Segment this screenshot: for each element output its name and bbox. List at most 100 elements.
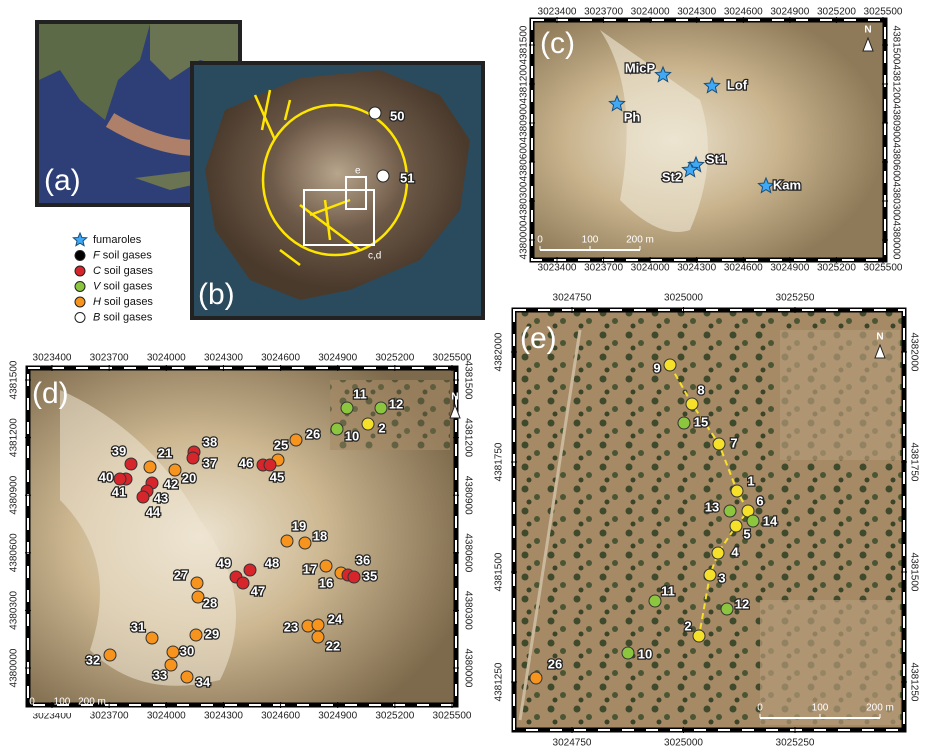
panel-label: (a) — [44, 164, 81, 197]
y-tick-label: 4380300 — [519, 181, 530, 220]
x-tick-label: 3024000 — [147, 353, 186, 364]
legend-text: soil gases — [104, 296, 153, 308]
point-label: MicP — [625, 60, 656, 75]
legend-symbol — [75, 266, 85, 276]
sample-point — [187, 452, 199, 464]
x-tick-label: 3024900 — [318, 353, 357, 364]
point-label: 6 — [756, 493, 763, 508]
x-tick-label: 3024900 — [770, 7, 809, 18]
scale-label: 200 m — [626, 235, 654, 246]
point-label: 14 — [763, 513, 778, 528]
y-tick-label: 4381200 — [519, 64, 530, 103]
legend-text: fumaroles — [93, 234, 142, 246]
sample-point — [237, 577, 249, 589]
y-tick-label: 4380900 — [890, 104, 901, 143]
point-label: 29 — [205, 626, 219, 641]
point-label: 20 — [182, 470, 196, 485]
y-tick-label: 4381500 — [519, 25, 530, 64]
sample-point — [724, 505, 736, 517]
scale-label: 200 m — [78, 697, 106, 708]
point-label: 18 — [313, 528, 327, 543]
y-tick-label: 4380300 — [462, 591, 473, 630]
point-label: 5 — [743, 526, 750, 541]
legend-symbol — [75, 297, 85, 307]
sample-point — [686, 398, 698, 410]
scale-label: 100 — [812, 703, 829, 714]
point-label: 44 — [146, 504, 161, 519]
point-label: 12 — [735, 596, 749, 611]
point-label: 32 — [86, 652, 100, 667]
legend-letter: C — [93, 265, 101, 277]
y-tick-label: 4381200 — [9, 418, 20, 457]
x-tick-label: 3025250 — [776, 738, 815, 749]
legend-label: fumaroles — [93, 234, 142, 246]
north-label: N — [864, 25, 871, 36]
point-label: 43 — [154, 490, 168, 505]
y-tick-label: 4380000 — [462, 649, 473, 688]
figure: (a) fumarolesF soil gasesC soil gasesV s… — [0, 0, 925, 754]
legend-text: soil gases — [103, 311, 152, 323]
y-tick-label: 4381500 — [908, 553, 919, 592]
sample-point — [281, 535, 293, 547]
x-tick-label: 3023700 — [584, 7, 623, 18]
point-label: 11 — [661, 583, 675, 598]
point-label: 21 — [158, 445, 172, 460]
box-label: c,d — [368, 251, 381, 262]
x-tick-label: 3025200 — [817, 263, 856, 274]
panel-label: (e) — [520, 322, 557, 355]
x-tick-label: 3024300 — [677, 7, 716, 18]
legend-label: F soil gases — [93, 249, 152, 261]
y-tick-label: 4381200 — [890, 65, 901, 104]
x-tick-label: 3024600 — [261, 711, 300, 722]
scale-label: 200 m — [866, 703, 894, 714]
x-tick-label: 3024600 — [261, 353, 300, 364]
point-label: Kam — [773, 177, 801, 192]
sample-point — [721, 603, 733, 615]
sample-point — [362, 418, 374, 430]
legend-symbol — [75, 282, 85, 292]
point-label: 25 — [274, 437, 288, 452]
point-label: 7 — [730, 435, 737, 450]
map-image — [532, 20, 885, 260]
point-label: 16 — [319, 575, 333, 590]
sample-point — [320, 560, 332, 572]
y-tick-label: 4381200 — [462, 418, 473, 457]
legend-label: B soil gases — [93, 311, 153, 323]
sample-point — [190, 629, 202, 641]
panel-e — [514, 310, 904, 730]
x-tick-label: 3023700 — [90, 711, 129, 722]
legend-label: C soil gases — [93, 265, 153, 277]
y-tick-label: 4380900 — [519, 103, 530, 142]
point-label: 26 — [306, 426, 320, 441]
point-label: 33 — [153, 667, 167, 682]
y-tick-label: 4381750 — [494, 442, 505, 481]
point-label: 36 — [356, 552, 370, 567]
x-tick-label: 3024900 — [770, 263, 809, 274]
point-label: 12 — [389, 396, 403, 411]
point-label: 4 — [731, 544, 739, 559]
y-tick-label: 4381500 — [462, 361, 473, 400]
x-tick-label: 3024000 — [147, 711, 186, 722]
sample-point — [137, 491, 149, 503]
y-tick-label: 4380000 — [519, 220, 530, 259]
x-tick-label: 3025000 — [664, 738, 703, 749]
point-label: 40 — [99, 469, 113, 484]
point-label: 51 — [400, 170, 414, 185]
panel-c — [532, 20, 885, 260]
legend-symbol — [73, 233, 86, 246]
legend-symbol — [75, 251, 85, 261]
y-tick-label: 4380900 — [462, 476, 473, 515]
sample-point — [312, 631, 324, 643]
sample-point — [730, 520, 742, 532]
scale-label: 0 — [757, 703, 763, 714]
sample-point — [622, 647, 634, 659]
y-tick-label: 4380900 — [9, 475, 20, 514]
sample-point — [712, 547, 724, 559]
sample-point — [290, 434, 302, 446]
y-tick-label: 4381250 — [494, 662, 505, 701]
scale-label: 0 — [29, 697, 35, 708]
sample-point — [678, 417, 690, 429]
legend-letter: F — [93, 249, 101, 261]
legend-label: H soil gases — [93, 296, 153, 308]
sample-point — [713, 438, 725, 450]
